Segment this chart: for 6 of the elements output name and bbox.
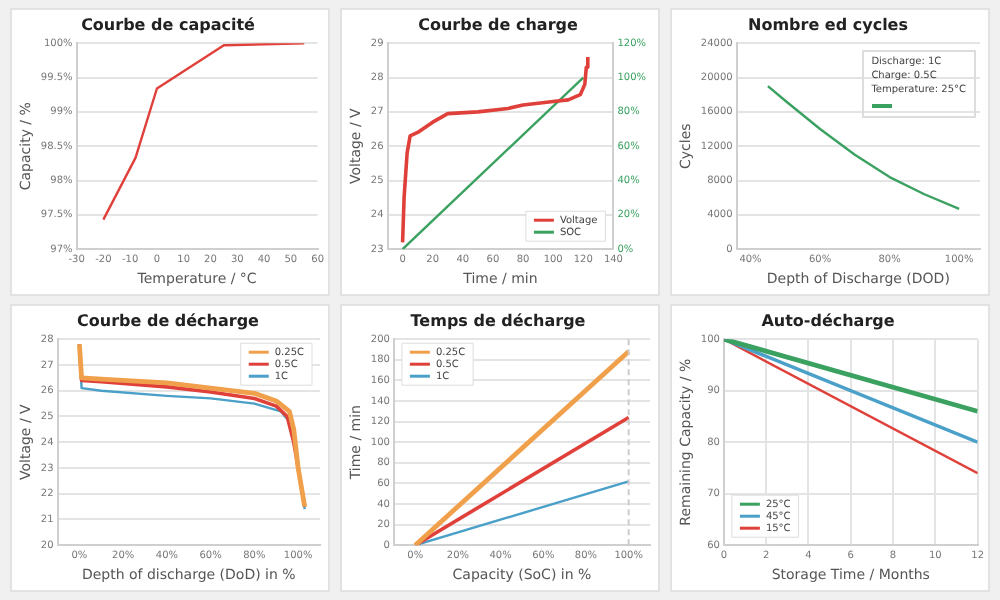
chart-title: Auto-décharge bbox=[761, 311, 896, 330]
chart-title: Courbe de capacité bbox=[81, 15, 257, 34]
chart-title: Temps de décharge bbox=[410, 311, 587, 330]
chart-title: Courbe de charge bbox=[418, 15, 579, 34]
chart-title: Nombre ed cycles bbox=[748, 15, 909, 34]
chart-title: Courbe de décharge bbox=[77, 311, 261, 330]
